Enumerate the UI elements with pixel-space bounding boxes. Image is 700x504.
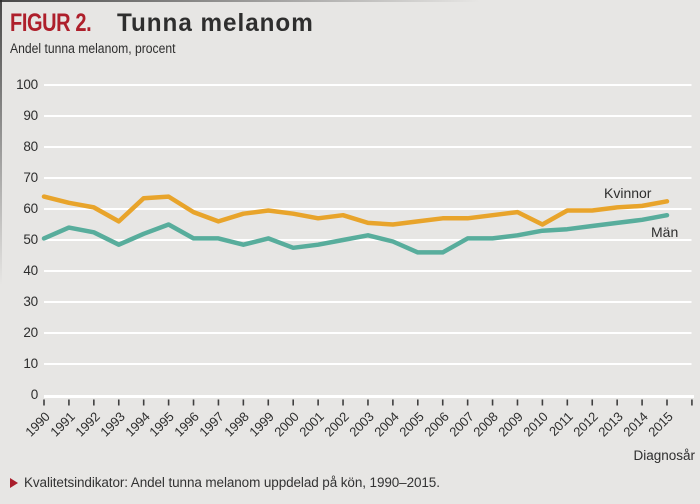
- series-label-man: Män: [651, 224, 679, 240]
- y-tick-label-70: 70: [23, 170, 38, 185]
- x-tick-label-2003: 2003: [346, 409, 377, 440]
- y-tick-label-30: 30: [23, 294, 38, 309]
- x-tick-label-2002: 2002: [321, 409, 352, 440]
- figure-number-label: FIGUR 2.: [10, 9, 92, 37]
- y-tick-label-40: 40: [23, 263, 38, 278]
- x-tick-label-2004: 2004: [371, 409, 402, 440]
- x-tick-label-2009: 2009: [495, 409, 527, 440]
- x-tick-label-1998: 1998: [221, 409, 252, 440]
- x-tick-label-2006: 2006: [420, 409, 452, 440]
- x-tick-label-1992: 1992: [71, 409, 103, 440]
- x-tick-label-1995: 1995: [146, 409, 178, 440]
- y-tick-label-100: 100: [16, 77, 38, 92]
- x-tick-label-2012: 2012: [570, 409, 601, 440]
- x-tick-label-1999: 1999: [246, 409, 277, 440]
- x-tick-label-2013: 2013: [595, 409, 626, 440]
- series-label-kvinnor: Kvinnor: [604, 185, 652, 201]
- x-tick-label-2011: 2011: [546, 409, 576, 439]
- y-tick-label-20: 20: [23, 325, 38, 340]
- x-tick-label-2000: 2000: [271, 409, 302, 440]
- page-edge-artifact-left: [0, 0, 2, 285]
- y-tick-label-10: 10: [23, 356, 38, 371]
- x-tick-label-2001: 2001: [296, 409, 327, 440]
- y-axis-unit-label: Andel tunna melanom, procent: [10, 41, 176, 56]
- x-tick-label-1991: 1991: [47, 409, 78, 440]
- series-line-kvinnor: [41, 194, 670, 227]
- page-edge-artifact-top: [0, 0, 480, 2]
- caption: Kvalitetsindikator: Andel tunna melanom …: [10, 475, 440, 490]
- x-tick-label-2005: 2005: [395, 409, 427, 440]
- y-tick-label-50: 50: [23, 232, 38, 247]
- x-tick-label-1990: 1990: [22, 409, 53, 440]
- y-tick-label-0: 0: [30, 387, 39, 402]
- figure-title: Tunna melanom: [117, 9, 314, 37]
- y-tick-label-60: 60: [23, 201, 38, 216]
- y-tick-label-80: 80: [23, 139, 38, 154]
- x-tick-label-1996: 1996: [171, 409, 203, 440]
- series-line-mn: [41, 212, 670, 255]
- x-axis-title: Diagnosår: [633, 448, 695, 463]
- caption-text: Kvalitetsindikator: Andel tunna melanom …: [24, 475, 440, 490]
- x-tick-label-2008: 2008: [470, 409, 502, 440]
- x-tick-label-2010: 2010: [520, 409, 552, 440]
- y-tick-label-90: 90: [23, 108, 38, 123]
- x-tick-label-2007: 2007: [445, 409, 477, 440]
- caption-arrow-icon: [10, 477, 18, 488]
- x-tick-label-1994: 1994: [121, 409, 153, 440]
- x-tick-label-1993: 1993: [96, 409, 128, 440]
- x-tick-label-1997: 1997: [196, 409, 228, 440]
- x-tick-label-2014: 2014: [620, 409, 651, 440]
- x-tick-label-2015: 2015: [645, 409, 676, 440]
